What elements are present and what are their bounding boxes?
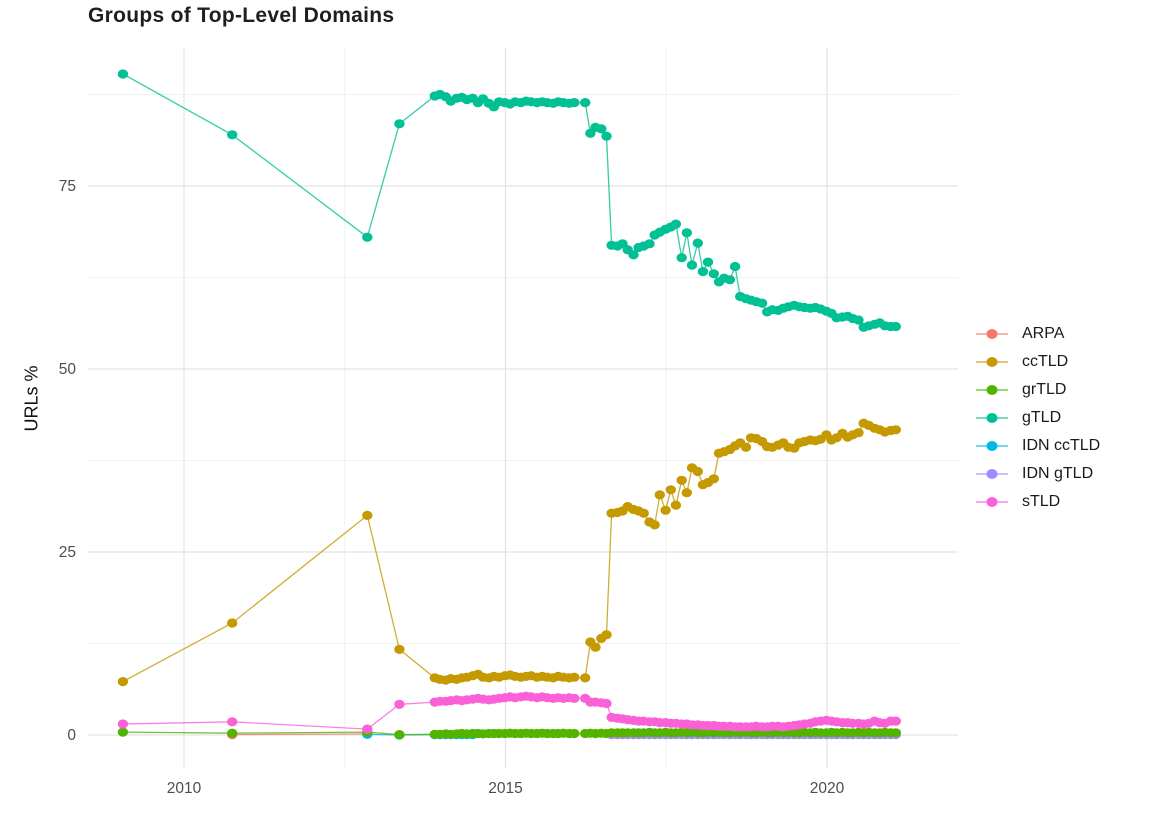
data-point-stld: [890, 716, 901, 726]
data-point-cctld: [740, 442, 752, 452]
data-point-cctld: [580, 673, 591, 683]
data-point-gtld: [756, 298, 768, 308]
data-point-cctld: [227, 618, 238, 628]
legend-point-icon: [976, 383, 1008, 397]
data-point-gtld: [702, 257, 714, 267]
data-point-gtld: [692, 238, 703, 248]
data-point-cctld: [569, 672, 580, 682]
data-point-stld: [569, 693, 580, 704]
legend-item-label: sTLD: [1022, 493, 1061, 510]
y-tick-label: 75: [59, 178, 76, 195]
legend-item-grtld: grTLD: [976, 376, 1100, 404]
data-point-cctld: [890, 425, 901, 435]
y-tick-label: 25: [59, 544, 76, 561]
data-point-gtld: [601, 131, 612, 141]
data-point-cctld: [665, 485, 676, 495]
legend-item-cctld: ccTLD: [976, 348, 1100, 376]
legend-item-label: grTLD: [1022, 381, 1067, 398]
data-point-stld: [117, 719, 129, 729]
data-point-gtld: [596, 124, 607, 134]
data-point-grtld: [117, 727, 129, 737]
data-point-gtld: [853, 315, 864, 325]
legend-item-gtld: gTLD: [976, 404, 1100, 432]
data-point-cctld: [853, 428, 864, 438]
data-point-gtld: [729, 261, 741, 272]
data-point-gtld: [686, 260, 698, 270]
data-point-cctld: [708, 474, 719, 484]
legend-point-icon: [976, 439, 1008, 453]
data-point-gtld: [724, 275, 736, 285]
data-point-gtld: [890, 321, 901, 332]
legend-point-icon: [976, 355, 1008, 369]
data-point-cctld: [670, 500, 682, 510]
data-point-cctld: [654, 490, 665, 500]
data-point-cctld: [394, 644, 405, 655]
data-point-cctld: [362, 510, 373, 520]
data-point-cctld: [676, 475, 687, 485]
data-point-cctld: [681, 488, 692, 498]
legend-item-stld: sTLD: [976, 488, 1100, 516]
page-title: Groups of Top-Level Domains: [88, 4, 395, 27]
data-point-grtld: [569, 728, 580, 739]
legend-item-label: ccTLD: [1022, 353, 1069, 370]
legend-item-label: gTLD: [1022, 409, 1062, 426]
data-point-gtld: [227, 130, 238, 140]
data-point-gtld: [644, 239, 655, 249]
data-point-gtld: [580, 98, 591, 108]
legend: ARPA ccTLD grTLD gTLD IDN ccTLD IDN gTLD sTLD: [976, 320, 1100, 516]
data-point-cctld: [638, 508, 649, 518]
legend-item-idn-gtld: IDN gTLD: [976, 460, 1100, 488]
data-point-grtld: [227, 728, 238, 738]
series-line-arpa: [232, 733, 368, 736]
data-point-cctld: [590, 642, 601, 652]
data-point-gtld: [394, 119, 405, 129]
legend-point-icon: [976, 411, 1008, 425]
data-point-cctld: [117, 677, 129, 687]
legend-item-label: IDN gTLD: [1022, 465, 1094, 482]
legend-item-idn-cctld: IDN ccTLD: [976, 432, 1100, 460]
x-tick-label: 2010: [167, 780, 202, 797]
data-point-stld: [601, 698, 612, 709]
data-point-gtld: [569, 98, 580, 108]
data-point-stld: [394, 699, 405, 709]
data-point-gtld: [117, 69, 129, 79]
data-point-gtld: [670, 219, 682, 229]
x-tick-label: 2015: [488, 780, 522, 797]
data-point-gtld: [676, 253, 687, 263]
legend-item-arpa: ARPA: [976, 320, 1100, 348]
data-point-gtld: [697, 267, 709, 277]
data-point-cctld: [692, 466, 703, 477]
data-point-stld: [362, 724, 373, 734]
y-tick-label: 0: [67, 727, 76, 744]
x-tick-label: 2020: [810, 780, 845, 797]
legend-point-icon: [976, 495, 1008, 509]
data-point-gtld: [628, 250, 639, 260]
data-point-gtld: [681, 228, 692, 238]
y-tick-label: 50: [59, 361, 77, 378]
legend-item-label: ARPA: [1022, 325, 1065, 342]
data-point-gtld: [362, 232, 373, 242]
legend-item-label: IDN ccTLD: [1022, 437, 1101, 454]
data-point-cctld: [660, 505, 671, 515]
data-point-grtld: [394, 730, 405, 740]
data-point-gtld: [708, 269, 719, 279]
legend-point-icon: [976, 467, 1008, 481]
data-point-grtld: [890, 728, 901, 738]
series-line-gtld: [122, 73, 896, 329]
legend-point-icon: [976, 327, 1008, 341]
data-point-cctld: [649, 520, 660, 530]
data-point-stld: [227, 717, 238, 727]
data-point-cctld: [601, 630, 612, 640]
